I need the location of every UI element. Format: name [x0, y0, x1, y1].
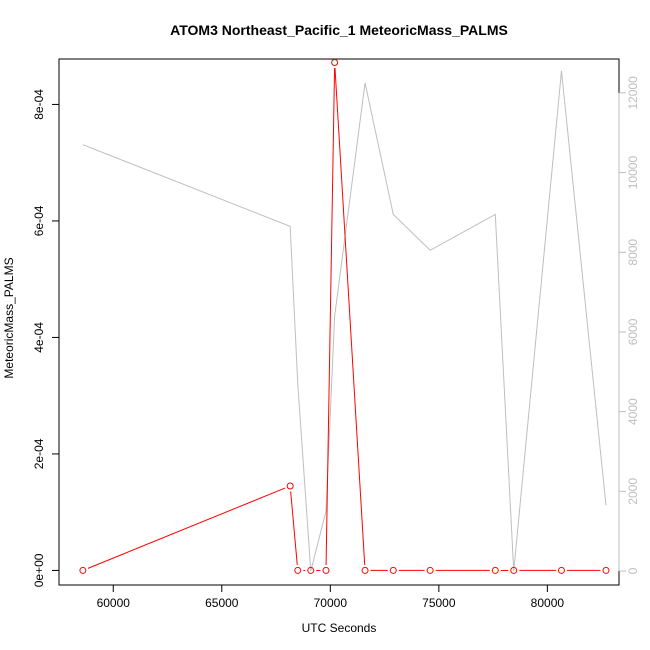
- series-line-right-axis: [82, 70, 607, 572]
- y-axis-left: 0e+00 2e-04 4e-04 6e-04 8e-04: [32, 89, 60, 587]
- y-tick-label: 4e-04: [32, 322, 46, 353]
- data-point-meteoric-mass: [426, 566, 434, 574]
- y2-tick-label: 10000: [626, 156, 640, 190]
- y-tick-label: 8e-04: [32, 89, 46, 120]
- data-point-meteoric-mass: [79, 566, 87, 574]
- series-segment-meteoric-mass: [325, 67, 336, 565]
- data-point-meteoric-mass: [491, 566, 499, 574]
- y2-tick-label: 0: [626, 567, 640, 574]
- y-tick-label: 2e-04: [32, 438, 46, 469]
- series-layer: [79, 58, 610, 574]
- series-segment-meteoric-mass: [290, 491, 298, 566]
- data-point-meteoric-mass: [294, 566, 302, 574]
- data-point-meteoric-mass: [286, 482, 294, 490]
- x-axis: 60000 65000 70000 75000 80000: [97, 584, 565, 610]
- y-axis-right: 0 2000 4000 6000 8000 10000 12000: [618, 76, 640, 574]
- data-point-meteoric-mass: [307, 566, 315, 574]
- data-point-meteoric-mass: [361, 566, 369, 574]
- x-tick-label: 80000: [531, 596, 565, 610]
- y2-tick-label: 2000: [626, 478, 640, 505]
- y2-tick-label: 6000: [626, 318, 640, 345]
- x-tick-label: 60000: [97, 596, 131, 610]
- x-tick-label: 70000: [314, 596, 348, 610]
- data-point-meteoric-mass: [557, 566, 565, 574]
- x-axis-title: UTC Seconds: [302, 621, 377, 635]
- series-segment-meteoric-mass: [334, 67, 366, 565]
- y2-tick-label: 4000: [626, 398, 640, 425]
- y-axis-title: MeteoricMass_PALMS: [2, 257, 16, 378]
- x-tick-label: 75000: [422, 596, 456, 610]
- series-segment-meteoric-mass: [87, 487, 286, 569]
- y2-tick-label: 8000: [626, 239, 640, 266]
- y-tick-label: 0e+00: [32, 553, 46, 587]
- data-point-meteoric-mass: [322, 566, 330, 574]
- chart-title: ATOM3 Northeast_Pacific_1 MeteoricMass_P…: [170, 22, 508, 38]
- data-point-meteoric-mass: [510, 566, 518, 574]
- data-point-meteoric-mass: [389, 566, 397, 574]
- data-point-meteoric-mass: [331, 58, 339, 66]
- data-point-meteoric-mass: [602, 566, 610, 574]
- x-tick-label: 65000: [205, 596, 239, 610]
- y-tick-label: 6e-04: [32, 205, 46, 236]
- y2-tick-label: 12000: [626, 76, 640, 110]
